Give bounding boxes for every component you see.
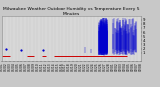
Title: Milwaukee Weather Outdoor Humidity vs Temperature Every 5 Minutes: Milwaukee Weather Outdoor Humidity vs Te…	[3, 7, 140, 16]
